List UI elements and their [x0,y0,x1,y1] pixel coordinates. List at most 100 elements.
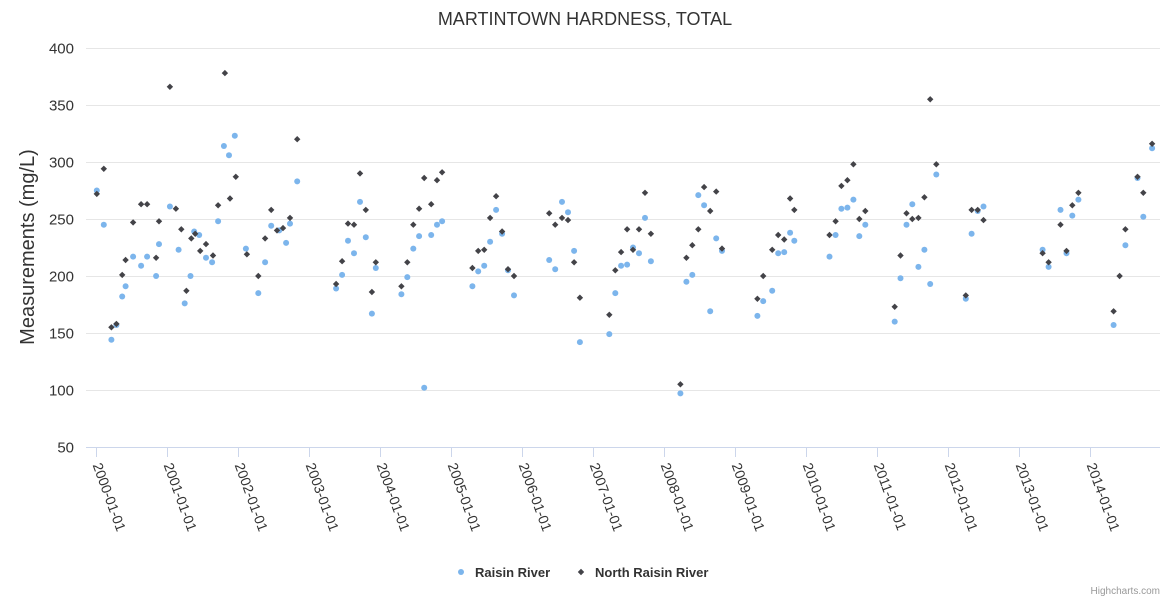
data-point[interactable] [850,196,857,203]
data-point[interactable] [108,336,115,343]
data-point[interactable] [980,203,987,210]
data-point[interactable] [832,232,839,238]
data-point[interactable] [1063,247,1070,255]
data-point[interactable] [439,218,446,225]
data-point[interactable] [791,206,798,214]
data-point[interactable] [832,218,839,225]
data-point[interactable] [404,274,411,281]
data-point[interactable] [294,178,301,185]
data-point[interactable] [93,187,100,194]
data-point[interactable] [1134,173,1141,180]
data-point[interactable] [287,220,293,227]
data-point[interactable] [546,210,553,217]
data-point[interactable] [1110,322,1117,328]
data-point[interactable] [178,226,185,233]
data-point[interactable] [775,250,782,257]
data-point[interactable] [862,221,869,228]
data-point[interactable] [915,214,922,222]
data-point[interactable] [760,298,767,305]
data-point[interactable] [255,272,262,280]
data-point[interactable] [933,161,940,168]
data-point[interactable] [909,201,916,208]
data-point[interactable] [152,254,160,261]
data-point[interactable] [1039,246,1046,253]
data-point[interactable] [351,250,357,257]
data-point[interactable] [188,235,195,242]
data-point[interactable] [421,174,428,182]
data-point[interactable] [511,292,517,299]
data-point[interactable] [695,192,702,199]
credits-link[interactable]: Highcharts.com [1091,586,1160,597]
data-point[interactable] [172,205,180,212]
data-point[interactable] [576,339,583,346]
data-point[interactable] [345,237,351,244]
data-point[interactable] [156,241,162,248]
data-point[interactable] [416,233,423,240]
data-point[interactable] [781,249,788,256]
data-point[interactable] [492,193,500,200]
data-point[interactable] [209,259,216,266]
data-point[interactable] [927,96,934,103]
data-point[interactable] [231,132,238,139]
data-point[interactable] [333,285,340,292]
data-point[interactable] [344,220,352,227]
data-point[interactable] [243,251,251,258]
data-point[interactable] [372,259,379,266]
data-point[interactable] [1140,213,1147,220]
data-point[interactable] [221,69,229,77]
data-point[interactable] [362,206,369,214]
data-point[interactable] [968,230,975,237]
data-point[interactable] [786,195,794,202]
data-point[interactable] [368,288,376,296]
data-point[interactable] [844,177,851,184]
data-point[interactable] [475,247,482,255]
data-point[interactable] [273,227,281,234]
data-point[interactable] [713,235,720,242]
data-point[interactable] [350,221,358,228]
data-point[interactable] [612,290,619,297]
data-point[interactable] [826,231,833,239]
data-point[interactable] [122,256,129,264]
data-point[interactable] [636,250,642,257]
data-point[interactable] [181,300,188,307]
data-point[interactable] [362,234,369,241]
data-point[interactable] [294,136,301,143]
data-point[interactable] [1122,242,1129,249]
data-point[interactable] [144,253,151,260]
data-point[interactable] [683,278,690,285]
data-point[interactable] [769,287,776,294]
data-point[interactable] [268,206,275,214]
data-point[interactable] [962,295,969,302]
data-point[interactable] [629,246,637,253]
data-point[interactable] [215,218,222,225]
data-point[interactable] [612,267,619,274]
data-point[interactable] [183,287,190,294]
data-point[interactable] [683,254,690,261]
data-point[interactable] [286,214,294,222]
data-point[interactable] [754,295,761,302]
data-point[interactable] [754,312,761,319]
data-point[interactable] [570,259,578,266]
data-point[interactable] [760,272,767,280]
data-point[interactable] [268,222,275,229]
data-point[interactable] [856,215,863,223]
data-point[interactable] [481,262,488,269]
data-point[interactable] [1069,212,1076,219]
data-point[interactable] [647,258,654,265]
data-point[interactable] [903,210,910,217]
data-point[interactable] [475,268,482,275]
data-point[interactable] [129,219,137,226]
data-point[interactable] [493,206,500,213]
data-point[interactable] [623,226,631,233]
data-point[interactable] [166,83,174,90]
data-point[interactable] [552,266,559,273]
data-point[interactable] [415,205,423,212]
data-point[interactable] [203,254,209,261]
data-point[interactable] [262,259,269,266]
data-point[interactable] [1045,259,1052,266]
data-point[interactable] [332,280,340,288]
data-point[interactable] [428,232,435,238]
data-point[interactable] [921,194,928,201]
data-point[interactable] [559,198,565,205]
data-point[interactable] [261,235,269,242]
